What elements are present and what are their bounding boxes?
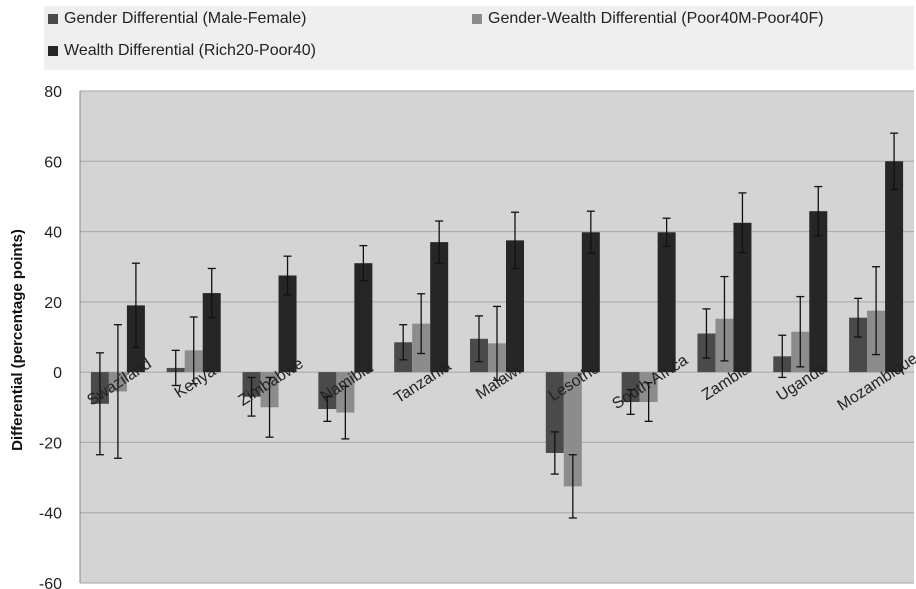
legend-item-gender-wealth: Gender-Wealth Differential (Poor40M-Poor… [472, 10, 824, 28]
bar [202, 293, 221, 373]
bar [621, 372, 640, 403]
bar [657, 232, 676, 373]
y-tick-label: 60 [44, 154, 62, 171]
legend-swatch-gender [48, 14, 58, 24]
legend: Gender Differential (Male-Female) Gender… [44, 6, 914, 70]
y-tick-label: 0 [53, 365, 62, 382]
legend-swatch-wealth [48, 46, 58, 56]
legend-label-wealth: Wealth Differential (Rich20-Poor40) [64, 42, 316, 59]
y-tick-label: 40 [44, 225, 62, 242]
legend-label-gender-wealth: Gender-Wealth Differential (Poor40M-Poor… [488, 10, 824, 27]
bar [354, 263, 373, 373]
bar [545, 372, 564, 453]
bar [278, 275, 297, 373]
legend-swatch-gender-wealth [472, 14, 482, 24]
legend-label-gender: Gender Differential (Male-Female) [64, 10, 307, 27]
y-tick-label: -60 [39, 576, 62, 589]
y-tick-label: 80 [44, 84, 62, 101]
y-tick-label: -20 [39, 435, 62, 452]
bar [430, 242, 449, 373]
bar [733, 222, 752, 373]
bar [885, 161, 904, 373]
y-tick-label: -40 [39, 506, 62, 523]
bar [809, 211, 828, 373]
bar [581, 232, 600, 373]
bar [849, 317, 868, 373]
bar [506, 240, 524, 373]
y-axis-label: Differential (percentage points) [9, 229, 26, 451]
legend-item-gender: Gender Differential (Male-Female) [48, 10, 306, 28]
bar [563, 372, 582, 487]
y-tick-label: 20 [44, 295, 62, 312]
bar [318, 372, 337, 410]
legend-item-wealth: Wealth Differential (Rich20-Poor40) [48, 42, 316, 60]
